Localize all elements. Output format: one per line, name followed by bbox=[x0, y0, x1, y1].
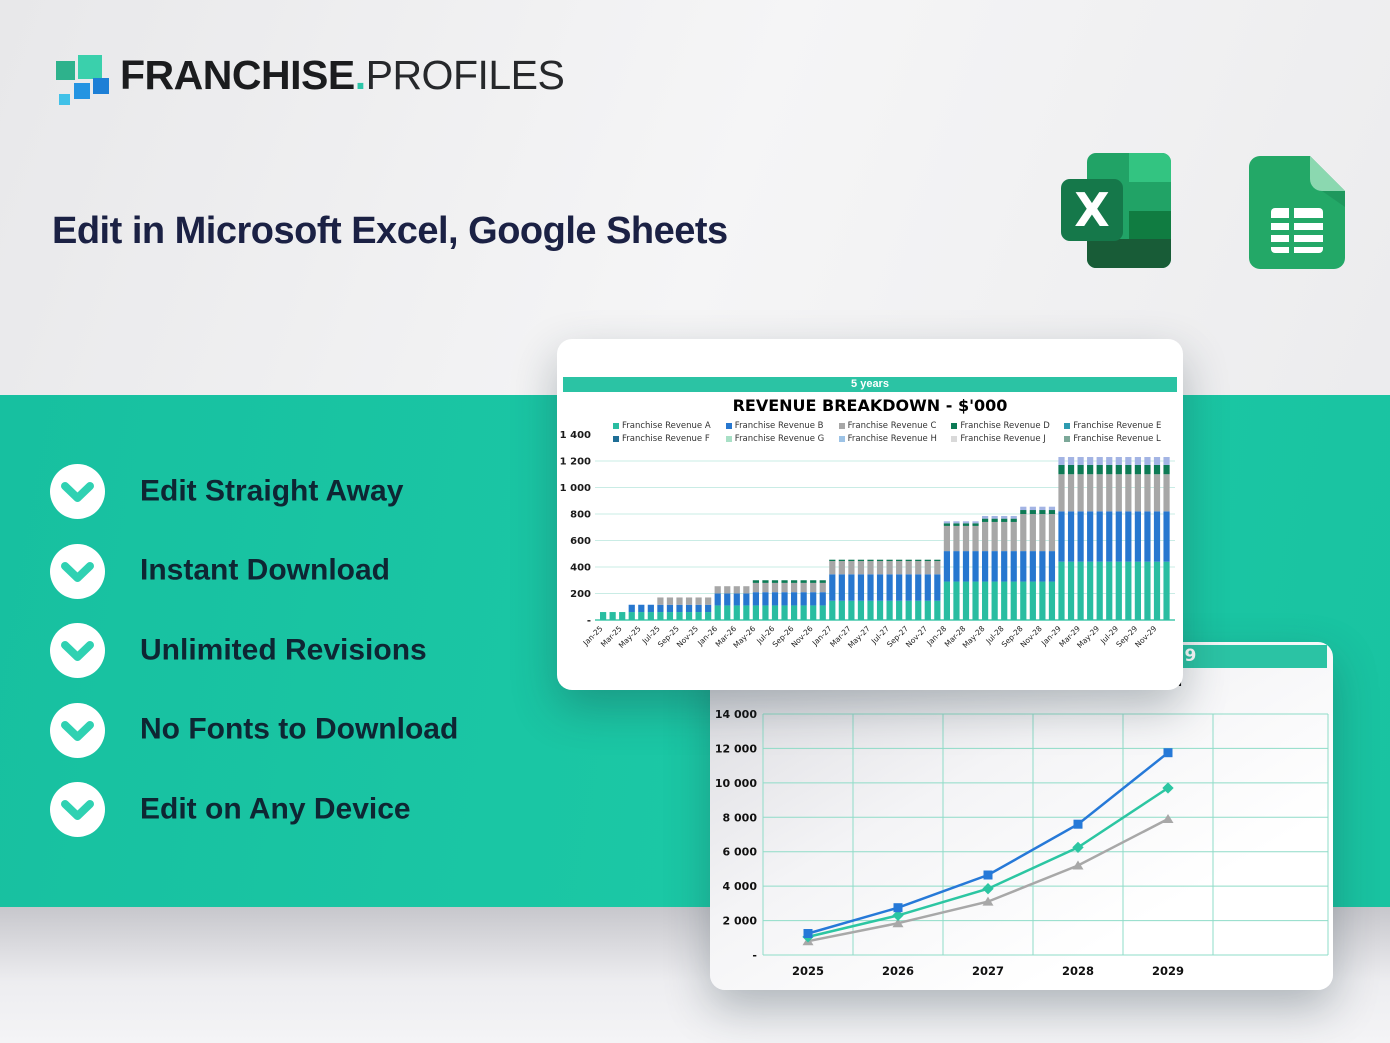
legend-item: Franchise Revenue F bbox=[613, 434, 726, 444]
legend-item: Franchise Revenue J bbox=[951, 434, 1064, 444]
svg-text:-: - bbox=[752, 949, 757, 962]
chevron-down-icon bbox=[61, 482, 94, 502]
legend-label: Franchise Revenue C bbox=[847, 421, 937, 431]
svg-text:2029: 2029 bbox=[1152, 964, 1184, 978]
legend-item: Franchise Revenue H bbox=[838, 434, 952, 444]
svg-text:2 000: 2 000 bbox=[723, 915, 758, 928]
chevron-badge bbox=[50, 543, 105, 599]
chevron-down-icon bbox=[61, 561, 94, 582]
revenue-chart-title: REVENUE BREAKDOWN - $'000 bbox=[732, 396, 1008, 415]
legend-swatch bbox=[838, 423, 845, 429]
svg-text:10 000: 10 000 bbox=[715, 777, 757, 790]
brand-name-light: PROFILES bbox=[365, 52, 565, 98]
svg-text:200: 200 bbox=[570, 589, 591, 600]
legend-label: Franchise Revenue E bbox=[1073, 421, 1162, 431]
legend-label: Franchise Revenue A bbox=[622, 421, 711, 431]
svg-text:Nov-26: Nov-26 bbox=[789, 624, 814, 649]
logo-square bbox=[74, 83, 90, 99]
svg-text:12 000: 12 000 bbox=[715, 742, 757, 755]
legend-swatch bbox=[951, 423, 958, 429]
chevron-down-icon bbox=[61, 800, 94, 820]
legend-swatch bbox=[725, 423, 732, 429]
svg-text:1 400: 1 400 bbox=[560, 430, 591, 441]
legend-label: Franchise Revenue G bbox=[734, 434, 825, 444]
logo-square bbox=[59, 94, 70, 105]
brand-logo: FRANCHISE.PROFILES bbox=[46, 46, 565, 112]
legend-label: Franchise Revenue F bbox=[622, 434, 710, 444]
app-icons: X bbox=[1060, 152, 1350, 277]
svg-text:-: - bbox=[587, 616, 591, 627]
legend-label: Franchise Revenue H bbox=[847, 434, 937, 444]
chevron-badge bbox=[50, 623, 105, 678]
legend-item: Franchise Revenue B bbox=[725, 421, 839, 431]
revenue-chart-legend: Franchise Revenue A Franchise Revenue B Fr… bbox=[613, 421, 1177, 444]
revenue-chart-card: 5 years REVENUE BREAKDOWN - $'000 Franch… bbox=[557, 339, 1183, 690]
revenue-chart-header-bar: 5 years bbox=[563, 377, 1177, 392]
chevron-badge bbox=[50, 464, 105, 519]
svg-text:2026: 2026 bbox=[882, 964, 914, 978]
svg-text:1 000: 1 000 bbox=[560, 483, 591, 494]
feature-label: Instant Download bbox=[140, 553, 390, 587]
svg-text:400: 400 bbox=[570, 563, 591, 574]
line-chart-svg: - 2 000 4 000 6 000 8 000 10 000 12 000 14 000 2… bbox=[715, 708, 1329, 978]
svg-text:Nov-25: Nov-25 bbox=[675, 624, 700, 649]
legend-swatch bbox=[951, 436, 958, 442]
legend-swatch bbox=[838, 436, 845, 442]
brand-name-dot: . bbox=[354, 52, 366, 98]
svg-text:Nov-27: Nov-27 bbox=[904, 624, 929, 649]
svg-text:4 000: 4 000 bbox=[723, 880, 758, 893]
logo-square bbox=[56, 61, 75, 80]
brand-name-bold: FRANCHISE bbox=[120, 52, 355, 98]
legend-item: Franchise Revenue A bbox=[613, 421, 726, 431]
legend-label: Franchise Revenue J bbox=[960, 434, 1046, 444]
excel-icon: X bbox=[1061, 153, 1171, 268]
page-title: Edit in Microsoft Excel, Google Sheets bbox=[52, 210, 728, 252]
svg-text:6 000: 6 000 bbox=[723, 846, 758, 859]
legend-item: Franchise Revenue L bbox=[1064, 434, 1177, 444]
feature-label: Edit Straight Away bbox=[140, 473, 404, 507]
brand-logo-icon bbox=[46, 46, 114, 112]
feature-label: Unlimited Revisions bbox=[140, 632, 427, 666]
legend-swatch bbox=[1064, 436, 1071, 442]
svg-text:600: 600 bbox=[570, 536, 591, 547]
brand-name: FRANCHISE.PROFILES bbox=[120, 52, 565, 99]
logo-square bbox=[78, 55, 102, 79]
legend-swatch bbox=[613, 423, 619, 429]
legend-item: Franchise Revenue E bbox=[1064, 421, 1177, 431]
chevron-down-icon bbox=[61, 720, 94, 741]
chevron-badge bbox=[50, 782, 105, 837]
logo-square bbox=[93, 78, 109, 94]
legend-label: Franchise Revenue D bbox=[960, 421, 1050, 431]
svg-text:X: X bbox=[1074, 183, 1109, 237]
svg-text:Nov-28: Nov-28 bbox=[1019, 624, 1044, 649]
legend-label: Franchise Revenue B bbox=[734, 421, 824, 431]
svg-text:2025: 2025 bbox=[792, 964, 824, 978]
chevron-down-icon bbox=[61, 641, 94, 661]
legend-label: Franchise Revenue L bbox=[1073, 434, 1161, 444]
legend-swatch bbox=[725, 436, 732, 442]
svg-text:8 000: 8 000 bbox=[723, 811, 758, 824]
svg-text:1 200: 1 200 bbox=[560, 457, 591, 468]
legend-swatch bbox=[1064, 423, 1071, 429]
legend-item: Franchise Revenue G bbox=[725, 434, 839, 444]
svg-text:Nov-29: Nov-29 bbox=[1133, 624, 1158, 649]
feature-label: Edit on Any Device bbox=[140, 791, 411, 825]
google-sheets-icon bbox=[1249, 156, 1345, 269]
svg-text:14 000: 14 000 bbox=[715, 708, 757, 721]
svg-text:2027: 2027 bbox=[972, 964, 1004, 978]
feature-label: No Fonts to Download bbox=[140, 712, 459, 746]
chevron-badge bbox=[50, 702, 105, 758]
legend-item: Franchise Revenue D bbox=[951, 421, 1064, 431]
svg-text:2028: 2028 bbox=[1062, 964, 1094, 978]
svg-text:800: 800 bbox=[570, 510, 591, 521]
legend-swatch bbox=[613, 436, 619, 442]
legend-item: Franchise Revenue C bbox=[838, 421, 952, 431]
